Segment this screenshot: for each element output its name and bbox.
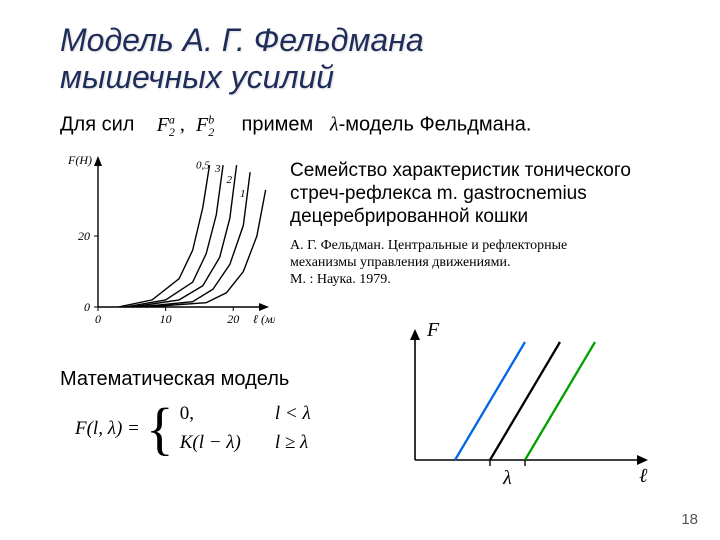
symbol-lambda: λ xyxy=(330,114,339,136)
text-forces-prefix: Для сил xyxy=(60,114,134,136)
svg-text:20: 20 xyxy=(78,229,90,243)
stretch-reflex-chart: 0 10 20 0 20 ℓ (мм) F(H) 0,5 321 xyxy=(60,150,275,335)
text-forces-mid: примем xyxy=(241,114,313,136)
svg-text:2: 2 xyxy=(226,174,232,186)
math-model-heading: Математическая модель xyxy=(60,368,289,391)
equation-block: F(l, λ) = { 0, K(l − λ) l < λ l ≥ λ xyxy=(75,400,375,485)
slide-title: Модель А. Г. Фельдмана мышечных усилий xyxy=(60,22,424,96)
page-number: 18 xyxy=(681,511,698,528)
svg-text:20: 20 xyxy=(227,312,239,326)
eq-case-top: 0, xyxy=(180,403,194,424)
svg-text:F(H): F(H) xyxy=(67,153,92,167)
forces-line: Для сил Fa2 , Fb2 примем λ-модель Фельдм… xyxy=(60,112,531,140)
svg-text:ℓ (мм): ℓ (мм) xyxy=(253,312,275,326)
eq-lhs: F(l, λ) = xyxy=(75,418,140,440)
svg-text:F: F xyxy=(426,320,440,341)
svg-text:ℓ: ℓ xyxy=(639,465,648,487)
svg-text:λ: λ xyxy=(502,467,512,489)
chart-description: Семейство характеристик тонического стре… xyxy=(290,160,690,228)
svg-text:10: 10 xyxy=(160,312,172,326)
svg-text:3: 3 xyxy=(214,163,221,175)
lambda-model-chart: Fℓ λ xyxy=(390,320,670,500)
title-line-2: мышечных усилий xyxy=(60,59,334,95)
title-line-1: Модель А. Г. Фельдмана xyxy=(60,22,424,58)
eq-case-bot: K(l − λ) xyxy=(180,432,241,453)
svg-text:0: 0 xyxy=(95,312,101,326)
eq-cond-2: l ≥ λ xyxy=(275,432,308,453)
reference-citation: А. Г. Фельдман. Центральные и рефлекторн… xyxy=(290,238,690,288)
svg-text:0,5: 0,5 xyxy=(196,160,210,172)
symbol-f2b: Fb2 xyxy=(196,114,219,136)
eq-cond-1: l < λ xyxy=(275,403,311,424)
svg-text:0: 0 xyxy=(84,300,90,314)
symbol-f2a: Fa2 xyxy=(157,114,180,136)
text-forces-suffix: -модель Фельдмана. xyxy=(339,114,532,136)
svg-text:1: 1 xyxy=(240,188,246,200)
